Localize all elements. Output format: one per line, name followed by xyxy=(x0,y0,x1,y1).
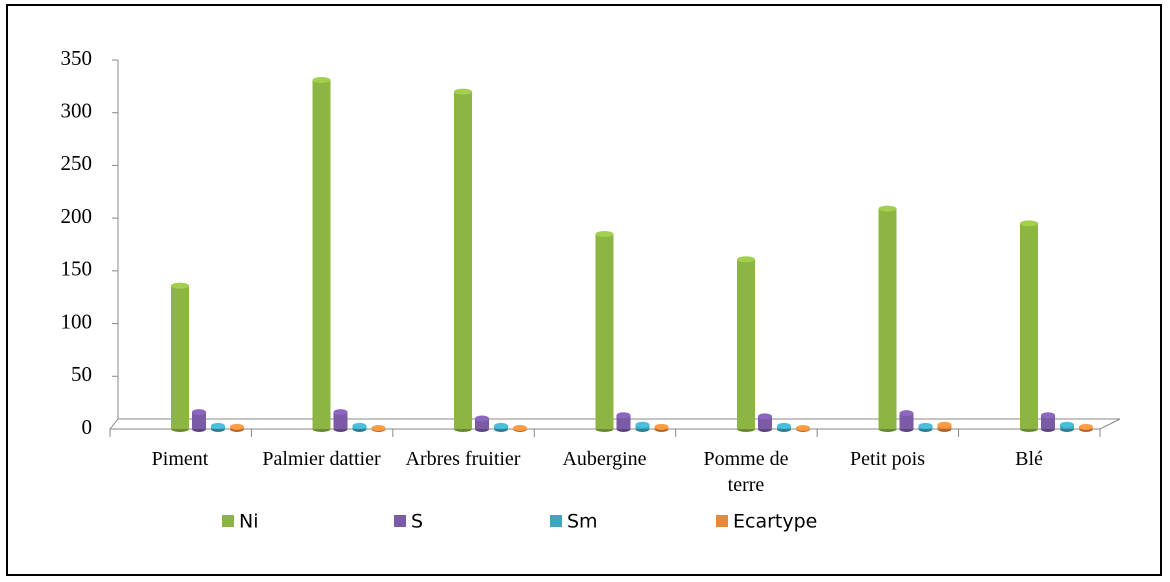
bar-cap xyxy=(312,77,331,84)
bar-cap xyxy=(635,421,650,428)
bar-cap xyxy=(777,422,791,429)
bar xyxy=(192,412,206,429)
bar-cap xyxy=(475,415,489,422)
bar-cap xyxy=(937,421,952,428)
y-tick-label: 50 xyxy=(71,362,92,386)
bar-cap xyxy=(371,424,386,431)
x-tick-label: Piment xyxy=(151,448,209,470)
bar-cap xyxy=(918,422,933,429)
bar-cap xyxy=(796,424,810,431)
bar-cap xyxy=(878,205,897,212)
legend-swatch xyxy=(716,515,728,527)
bar-cap xyxy=(595,230,614,237)
bar-cap xyxy=(171,282,189,289)
bar-cap xyxy=(333,409,348,416)
bar xyxy=(878,208,897,429)
bar xyxy=(475,418,489,429)
x-tick-label: Pomme de terre xyxy=(703,448,789,496)
bar-cap xyxy=(737,256,755,263)
bar-cap xyxy=(211,422,225,429)
bar-cap xyxy=(899,410,914,417)
legend-label: Sm xyxy=(567,511,598,533)
bar xyxy=(1020,223,1038,429)
x-tick-label: Arbres fruitier xyxy=(405,448,521,470)
bar xyxy=(595,233,614,429)
bar xyxy=(1041,415,1055,429)
y-tick-label: 250 xyxy=(61,151,93,175)
legend-swatch xyxy=(550,515,562,527)
legend-swatch xyxy=(394,515,406,527)
x-tick-label: Palmier dattier xyxy=(262,448,381,470)
bar xyxy=(312,80,331,429)
bar-cap xyxy=(454,88,472,95)
y-tick-label: 150 xyxy=(61,257,93,281)
bar-cap xyxy=(230,423,244,430)
bar-cap xyxy=(654,423,669,430)
bar-cap xyxy=(616,412,631,419)
bar xyxy=(454,91,472,429)
bar-cap xyxy=(758,413,772,420)
x-tick-label: Petit pois xyxy=(849,448,925,470)
legend-label: Ecartype xyxy=(733,511,817,533)
bar xyxy=(171,285,189,429)
bar-cap xyxy=(494,422,508,429)
x-tick-label: Aubergine xyxy=(562,448,647,470)
legend-label: S xyxy=(411,511,423,533)
legend-label: Ni xyxy=(239,511,259,533)
bar xyxy=(899,413,914,429)
y-tick-label: 350 xyxy=(61,46,93,70)
bar-cap xyxy=(1041,412,1055,419)
legend-swatch xyxy=(222,515,234,527)
bar xyxy=(616,415,631,429)
floor xyxy=(108,418,1121,430)
bar-cap xyxy=(1060,421,1074,428)
bar-cap xyxy=(513,424,527,431)
y-tick-label: 300 xyxy=(61,99,93,123)
y-tick-label: 100 xyxy=(61,309,93,333)
bar xyxy=(758,416,772,429)
bar-cap xyxy=(1020,220,1038,227)
bar-cap xyxy=(192,409,206,416)
y-tick-label: 200 xyxy=(61,204,93,228)
bar xyxy=(333,412,348,429)
bar-cap xyxy=(352,422,367,429)
bar-cap xyxy=(1079,423,1093,430)
y-tick-label: 0 xyxy=(82,415,93,439)
bar xyxy=(737,259,755,429)
x-tick-label: Blé xyxy=(1015,448,1043,470)
chart-frame xyxy=(6,4,1162,576)
